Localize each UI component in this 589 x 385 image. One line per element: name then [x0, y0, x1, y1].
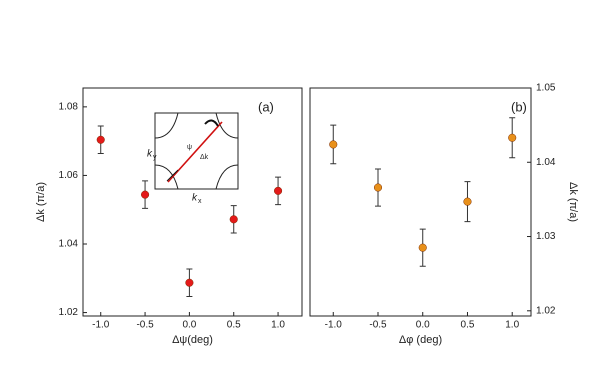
x-axis-label: Δφ (deg) [399, 334, 442, 346]
panel: -1.0 -0.5 0.0 0.5 1.0 1.02 1.03 1.04 1.05 Δφ (deg… [309, 83, 579, 346]
y-tick-label: 1.05 [536, 83, 556, 94]
y-tick-label: 1.04 [536, 157, 556, 168]
inset-ky-sub: y [153, 154, 157, 161]
y-axis-label: Δk (π/a) [567, 182, 579, 222]
y-tick-label: 1.06 [59, 170, 79, 181]
point [508, 133, 517, 142]
point [373, 183, 383, 192]
panel-label: (b) [511, 99, 527, 114]
inset-psi: ψ [187, 144, 192, 151]
y-tick-label: 1.08 [59, 101, 79, 112]
y-tick-label: 1.04 [59, 239, 79, 250]
point [274, 186, 283, 195]
inset-dk: Δk [200, 154, 209, 161]
point [185, 278, 194, 287]
x-tick-label: -0.5 [369, 320, 387, 331]
y-axis-label: Δk (π/a) [35, 182, 47, 222]
point [329, 140, 338, 149]
inset-ky: k [147, 149, 153, 160]
x-tick-label: 1.0 [271, 320, 285, 331]
x-tick-label: 0.0 [182, 320, 196, 331]
point [418, 243, 427, 252]
x-tick-label: -0.5 [136, 320, 154, 331]
plot-frame [309, 87, 532, 317]
x-tick-label: 0.5 [227, 320, 241, 331]
plot-frame [82, 87, 303, 317]
point [141, 190, 150, 199]
x-tick-label: -1.0 [92, 320, 110, 331]
x-tick-label: 0.5 [461, 320, 475, 331]
y-tick-label: 1.02 [59, 307, 79, 318]
x-tick-label: 1.0 [505, 320, 519, 331]
x-axis-label: Δψ(deg) [172, 334, 213, 346]
point [229, 215, 238, 224]
x-tick-label: 0.0 [416, 320, 430, 331]
panel-label: (a) [258, 99, 274, 114]
y-tick-label: 1.03 [536, 231, 556, 242]
inset-kx: k [192, 193, 198, 204]
inset: k y k x ψ Δk [147, 112, 239, 205]
point [96, 135, 105, 144]
panel: -1.0 -0.5 0.0 0.5 1.0 1.02 1.04 1.06 1.08 Δψ(deg)… [35, 87, 303, 346]
y-tick-label: 1.02 [536, 305, 556, 316]
x-tick-label: -1.0 [325, 320, 343, 331]
point [463, 197, 472, 206]
inset-kx-sub: x [198, 198, 202, 205]
